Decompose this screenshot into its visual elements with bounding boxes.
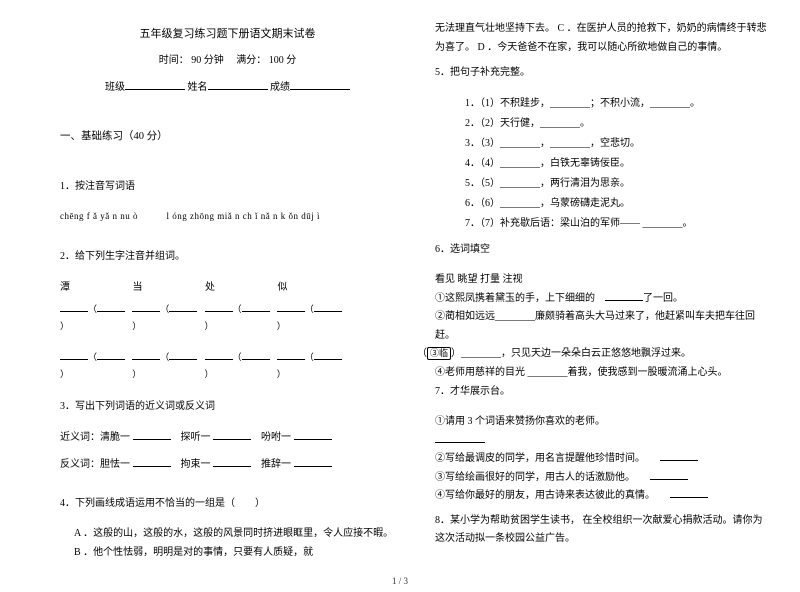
q2-label: 2．给下列生字注音并组词。 bbox=[60, 247, 395, 266]
class-label: 班级 bbox=[105, 82, 125, 93]
q5-list: 1．（1）不积跬步，________；不积小流，________。 2．（2）天… bbox=[435, 94, 770, 233]
section1-title: 一、基础练习（40 分） bbox=[60, 127, 395, 147]
q6-words: 看见 眺望 打量 注视 bbox=[435, 271, 770, 290]
q4-options: A ．这般的山，这般的水，这般的风景同时挤进眼眶里，令人应接不暇。 B ．他个性… bbox=[60, 525, 395, 562]
q5-item-2: 2．（2）天行健，________。 bbox=[465, 114, 770, 133]
exam-title: 五年级复习练习题下册语文期末试卷 bbox=[60, 24, 395, 45]
q5-item-6: 6．（6）________，乌蒙磅礴走泥丸。 bbox=[465, 194, 770, 213]
q7-line-4: ④写给你最好的朋友，用古诗来表达彼此的真情。 bbox=[435, 487, 770, 506]
q4-cont: 无法理直气壮地坚持下去。 C ．在医护人员的抢救下，奶奶的病情终于转悲为喜了。 … bbox=[435, 20, 770, 57]
ant-1: 胆怯一 bbox=[100, 459, 130, 470]
grade-label: 成绩 bbox=[270, 82, 290, 93]
q5-item-4: 4．（4）________，白铁无辜铸佞臣。 bbox=[465, 154, 770, 173]
q4-opt-a: A ．这般的山，这般的水，这般的风景同时挤进眼眶里，令人应接不暇。 bbox=[74, 528, 393, 539]
page-number: 1 / 3 bbox=[392, 576, 408, 586]
info-line: 班级 姓名 成绩 bbox=[60, 78, 395, 97]
char-2: 当 bbox=[133, 278, 203, 297]
char-3: 处 bbox=[205, 278, 275, 297]
q5-item-7: 7．（7）补充歇后语：梁山泊的军师—— ________。 bbox=[465, 214, 770, 233]
q6-line-3: （③临）________，只见天边一朵朵白云正悠悠地飘浮过来。 bbox=[417, 345, 770, 364]
q4-opt-b: B ．他个性怯弱，明明是对的事情，只要有人质疑，就 bbox=[74, 547, 313, 558]
score-value: 100 分 bbox=[269, 55, 297, 66]
q6-line-2: ②蔺相如远远________廉颇骑着高头大马过来了，他赶紧叫车夫把车往回赶。 bbox=[435, 308, 770, 345]
q3-ant: 反义词：胆怯一 拘束一 推辞一 bbox=[60, 455, 395, 474]
q3-syn: 近义词：清脆一 探听一 吩咐一 bbox=[60, 428, 395, 447]
syn-3: 吩咐一 bbox=[261, 432, 291, 443]
syn-label: 近义词： bbox=[60, 432, 100, 443]
char-1: 潭 bbox=[60, 278, 130, 297]
q7-line-2: ②写给最调皮的同学，用名言提醒他珍惜时间。 bbox=[435, 450, 770, 469]
ant-label: 反义词： bbox=[60, 459, 100, 470]
q7-blank-1 bbox=[435, 432, 770, 451]
q1-label: 1．按注音写词语 bbox=[60, 177, 395, 196]
exam-page: 五年级复习练习题下册语文期末试卷 时间： 90 分钟 满分： 100 分 班级 … bbox=[0, 0, 800, 592]
q4-label: 4．下列画线成语运用不恰当的一组是（ ） bbox=[60, 494, 395, 513]
q6-label: 6．选词填空 bbox=[435, 240, 770, 259]
syn-1: 清脆一 bbox=[100, 432, 130, 443]
name-label: 姓名 bbox=[188, 82, 208, 93]
q2-chars: 潭 当 处 似 bbox=[60, 278, 395, 297]
q5-item-3: 3．（3）________，________，空悲切。 bbox=[465, 134, 770, 153]
q5-item-1: 1．（1）不积跬步，________；不积小流，________。 bbox=[465, 94, 770, 113]
pinyin-1: chēng f ǎ yǎ n nu ò bbox=[60, 211, 138, 221]
q5-item-5: 5．（5）________，两行清泪为思亲。 bbox=[465, 174, 770, 193]
ant-3: 推辞一 bbox=[261, 459, 291, 470]
q7-line-1: ①请用 3 个词语来赞扬你喜欢的老师。 bbox=[435, 413, 770, 432]
q5-label: 5．把句子补充完整。 bbox=[435, 63, 770, 82]
q7-line-3: ③写给绘画很好的同学，用古人的话激励他。 bbox=[435, 469, 770, 488]
q7-label: 7．才华展示台。 bbox=[435, 382, 770, 401]
ant-2: 拘束一 bbox=[181, 459, 211, 470]
q2-blanks-1: （） （） （） （） bbox=[60, 301, 395, 335]
left-column: 五年级复习练习题下册语文期末试卷 时间： 90 分钟 满分： 100 分 班级 … bbox=[60, 20, 395, 582]
time-label: 时间： bbox=[159, 55, 189, 66]
q6-line-4: ④老师用慈祥的目光 ________着我，使我感到一股暖流涌上心头。 bbox=[435, 364, 770, 383]
q6-line-1: ①这熙凤携着黛玉的手，上下细细的 了一回。 bbox=[435, 290, 770, 309]
right-column: 无法理直气壮地坚持下去。 C ．在医护人员的抢救下，奶奶的病情终于转悲为喜了。 … bbox=[435, 20, 770, 582]
score-label: 满分： bbox=[236, 55, 266, 66]
syn-2: 探听一 bbox=[181, 432, 211, 443]
q8-label: 8．某小学为帮助贫困学生读书， 在全校组织一次献爱心捐款活动。请你为这次活动拟一… bbox=[435, 512, 770, 549]
q4-opt-d: D ．今天爸爸不在家，我可以随心所欲地做自己的事情。 bbox=[478, 42, 728, 53]
q2-blanks-2: （） （） （） （） bbox=[60, 349, 395, 383]
q4-cont-line: 无法理直气壮地坚持下去。 bbox=[435, 23, 555, 34]
circled-word: ③临 bbox=[427, 347, 451, 360]
char-4: 似 bbox=[278, 278, 288, 297]
exam-subtitle: 时间： 90 分钟 满分： 100 分 bbox=[60, 51, 395, 70]
time-value: 90 分钟 bbox=[191, 55, 224, 66]
q1-pinyin: chēng f ǎ yǎ n nu ò l óng zhōng miǎ n ch… bbox=[60, 208, 395, 225]
pinyin-2: l óng zhōng miǎ n ch ǐ nǎ n k ǒn dūj ì bbox=[167, 211, 320, 221]
q3-label: 3．写出下列词语的近义词或反义词 bbox=[60, 397, 395, 416]
